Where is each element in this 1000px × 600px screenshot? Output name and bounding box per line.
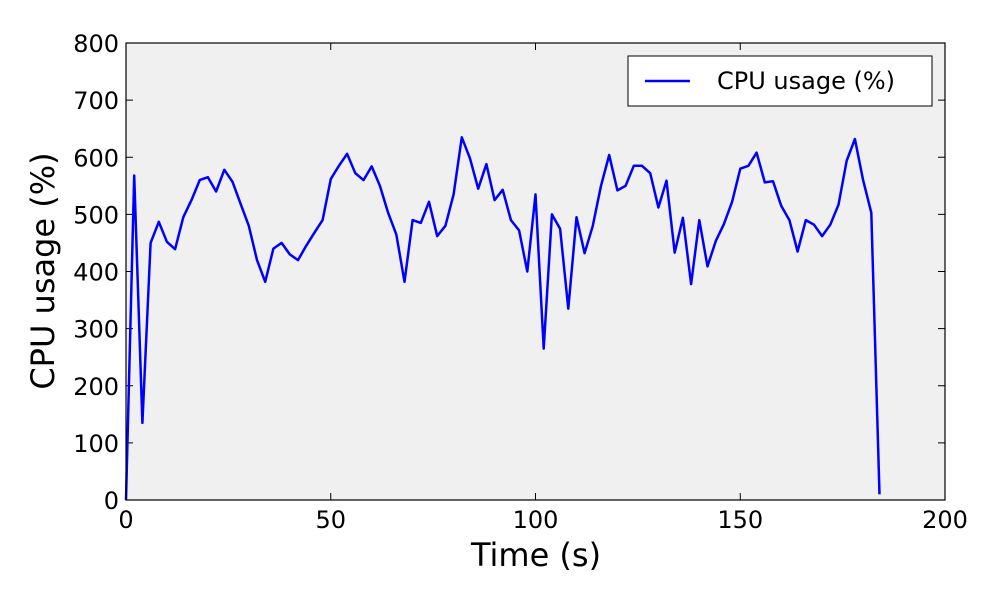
plot-frame <box>125 42 946 501</box>
x-tick-label: 0 <box>118 506 133 534</box>
y-tick-label: 400 <box>73 259 119 287</box>
legend-label: CPU usage (%) <box>717 67 895 95</box>
y-tick-label: 0 <box>104 487 119 515</box>
tick-labels: 0 50 100 150 200 0 100 200 300 400 500 600 700 800 <box>73 30 968 534</box>
cpu-usage-series-line <box>124 136 881 501</box>
x-tick-label: 150 <box>717 506 763 534</box>
y-tick-label: 200 <box>73 373 119 401</box>
legend: CPU usage (%) <box>627 55 933 107</box>
x-tick-label: 50 <box>315 506 346 534</box>
y-tick-label: 700 <box>73 87 119 115</box>
y-tick-label: 100 <box>73 430 119 458</box>
y-axis-label: CPU usage (%) <box>24 152 62 389</box>
y-tick-label: 300 <box>73 316 119 344</box>
y-tick-label: 500 <box>73 201 119 229</box>
x-tick-label: 100 <box>513 506 559 534</box>
plot-area <box>126 43 945 500</box>
x-axis-label: Time (s) <box>470 536 601 574</box>
x-tick-label: 200 <box>922 506 968 534</box>
y-tick-label: 800 <box>73 30 119 58</box>
y-tick-label: 600 <box>73 144 119 172</box>
